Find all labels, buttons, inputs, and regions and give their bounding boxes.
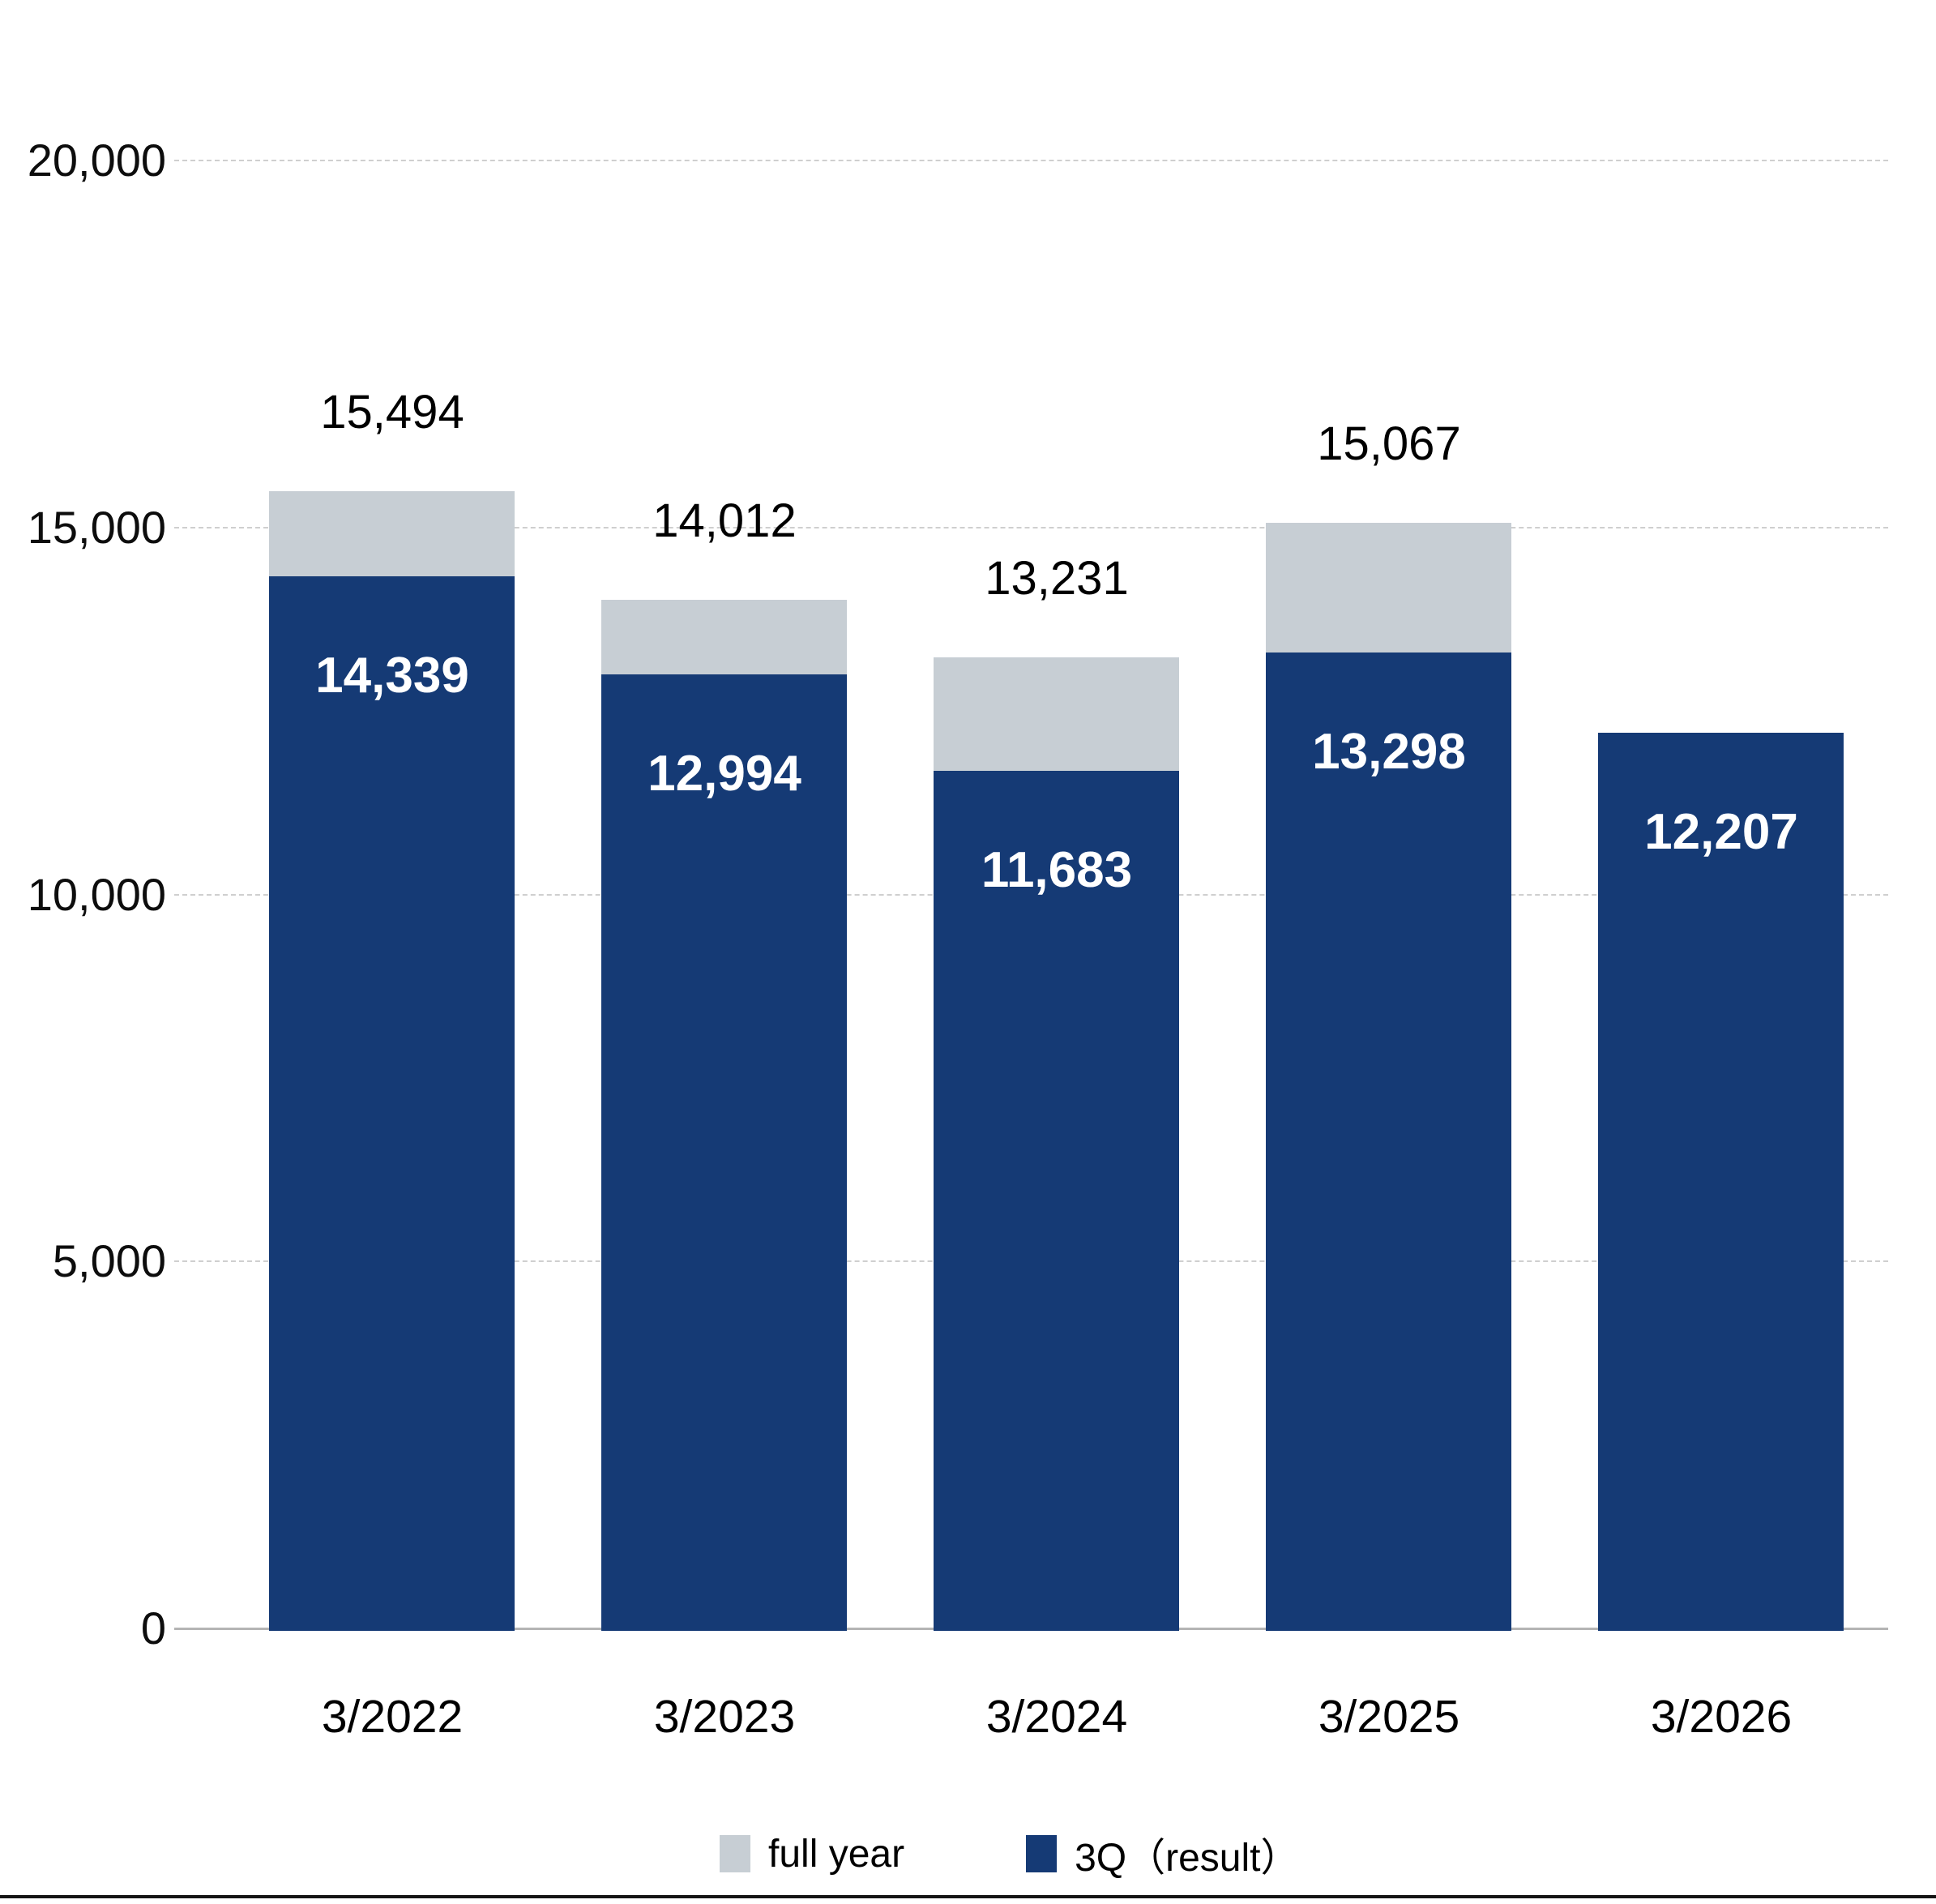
legend-label-full-year: full year — [768, 1832, 905, 1876]
legend-item-3q-result: 3Q（result） — [1026, 1825, 1300, 1882]
x-tick-label-3-2023: 3/2023 — [653, 1691, 796, 1743]
full-year-value-label-3-2024: 13,231 — [985, 551, 1129, 605]
legend-swatch-full-year — [720, 1835, 750, 1872]
3q-value-label-3-2023: 12,994 — [647, 746, 801, 802]
bar-3q-3-2024 — [934, 771, 1179, 1631]
bar-3q-3-2026 — [1598, 732, 1844, 1631]
3q-value-label-3-2024: 11,683 — [981, 842, 1133, 899]
y-tick-label-5000: 5,000 — [52, 1235, 166, 1287]
x-tick-label-3-2022: 3/2022 — [321, 1691, 464, 1743]
bar-3q-3-2023 — [601, 674, 847, 1631]
gridline-15000 — [174, 526, 1888, 528]
3q-value-label-3-2026: 12,207 — [1644, 803, 1798, 860]
x-tick-label-3-2024: 3/2024 — [985, 1691, 1128, 1743]
full-year-value-label-3-2023: 14,012 — [652, 494, 797, 548]
x-tick-label-3-2025: 3/2025 — [1318, 1691, 1460, 1743]
3q-value-label-3-2022: 14,339 — [315, 647, 469, 704]
y-tick-label-15000: 15,000 — [27, 501, 166, 553]
bar-3q-3-2025 — [1266, 652, 1511, 1631]
legend-swatch-3q-result — [1026, 1835, 1058, 1872]
legend-label-3q-result: 3Q（result） — [1075, 1837, 1300, 1880]
bar-3q-3-2022 — [269, 575, 515, 1631]
gridline-20000 — [174, 160, 1888, 161]
3q-value-label-3-2025: 13,298 — [1312, 723, 1466, 780]
full-year-value-label-3-2022: 15,494 — [320, 386, 464, 439]
bottom-border-line — [0, 1895, 1936, 1898]
legend-item-full-year: full year — [720, 1832, 904, 1876]
y-tick-label-0: 0 — [140, 1602, 166, 1654]
y-tick-label-20000: 20,000 — [27, 135, 166, 186]
x-tick-label-3-2026: 3/2026 — [1650, 1691, 1793, 1743]
y-tick-label-10000: 10,000 — [27, 868, 166, 920]
full-year-value-label-3-2025: 15,067 — [1317, 417, 1461, 470]
legend: full year 3Q（result） — [720, 1825, 1300, 1882]
